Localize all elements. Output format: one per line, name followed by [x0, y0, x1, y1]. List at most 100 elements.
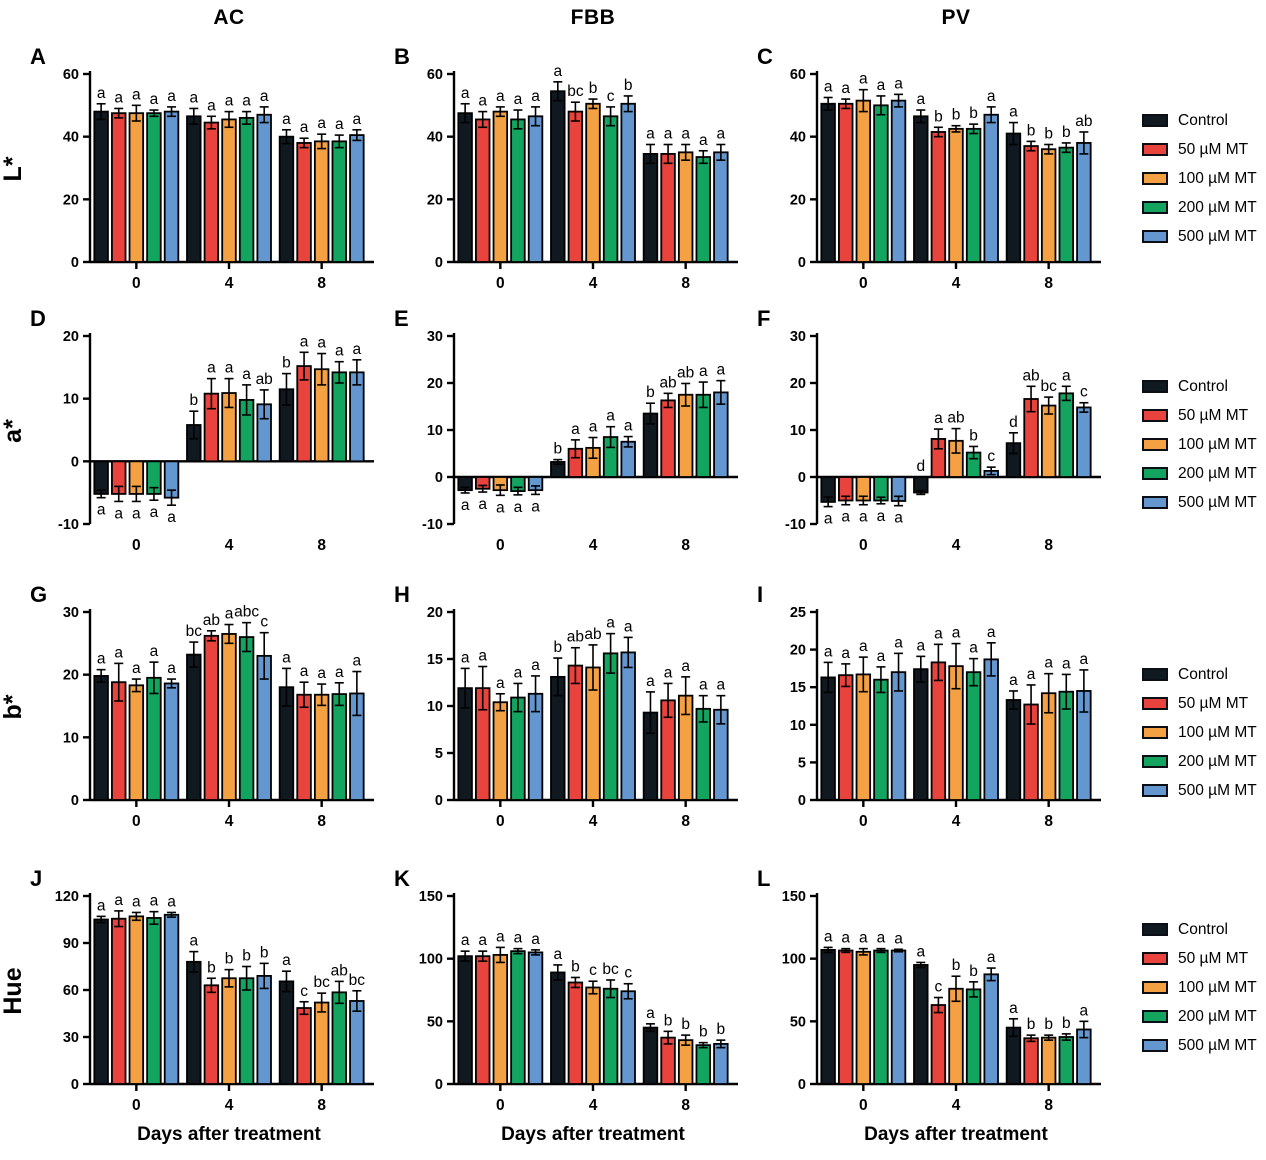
significance-letter: b [1044, 126, 1053, 143]
significance-letter: a [681, 126, 690, 143]
bar-500-µM-MT-day8 [1076, 142, 1092, 263]
bar-50-µM-MT-day4 [203, 984, 220, 1085]
significance-letter: a [859, 638, 868, 655]
legend-swatch-icon [1142, 755, 1168, 768]
legend-entry: 100 µM MT [1142, 430, 1264, 459]
significance-letter: a [353, 653, 362, 670]
x-tick-label: 8 [681, 813, 690, 830]
significance-letter: bc [349, 972, 366, 989]
significance-letter: bc [567, 83, 584, 100]
y-tick-label: 40 [63, 130, 79, 146]
significance-letter: b [624, 77, 633, 94]
bar-200-µM-MT-day4 [602, 987, 619, 1085]
bar-500-µM-MT-day0 [890, 949, 907, 1085]
bar-50-µM-MT-day0 [475, 955, 491, 1085]
significance-letter: ab [567, 629, 584, 646]
legend-swatch-icon [1142, 380, 1168, 393]
bar-50-µM-MT-day8 [296, 142, 312, 263]
significance-letter: a [300, 663, 309, 680]
bar-500-µM-MT-day0 [163, 913, 180, 1085]
bar-500-µM-MT-day4 [620, 651, 636, 801]
significance-letter: d [1009, 414, 1018, 431]
bar-100-µM-MT-day0 [128, 112, 145, 263]
bar-100-µM-MT-day4 [948, 127, 964, 263]
x-tick-label: 0 [859, 813, 868, 830]
significance-letter: a [353, 111, 362, 128]
y-tick-label: 0 [71, 793, 79, 809]
panel-letter: L [757, 866, 770, 891]
significance-letter: a [841, 930, 850, 947]
legend-entry: 50 µM MT [1142, 944, 1264, 973]
bar-100-µM-MT-day8 [677, 393, 694, 478]
legend-swatch-icon [1142, 409, 1168, 422]
significance-letter: a [225, 606, 234, 623]
y-tick-label: 30 [427, 329, 443, 345]
bar-Control-day0 [93, 460, 109, 495]
y-tick-label: 10 [427, 423, 443, 439]
x-tick-label: 4 [589, 813, 598, 830]
y-tick-label: 5 [435, 746, 443, 762]
bar-500-µM-MT-day8 [1076, 406, 1092, 478]
y-tick-label: 50 [427, 1014, 443, 1030]
row-label-hue: Hue [0, 967, 27, 1015]
bar-100-µM-MT-day0 [492, 701, 509, 801]
bar-Control-day0 [820, 102, 836, 263]
significance-letter: a [461, 85, 470, 102]
bar-Control-day8 [278, 135, 295, 263]
significance-letter: a [1027, 666, 1036, 683]
bar-50-µM-MT-day8 [660, 399, 676, 478]
significance-letter: b [1027, 122, 1036, 139]
significance-letter: a [167, 660, 176, 677]
significance-letter: b [681, 1016, 690, 1033]
significance-letter: a [167, 893, 176, 910]
panel-letter: G [30, 582, 47, 607]
significance-letter: a [859, 71, 868, 88]
bar-200-µM-MT-day4 [602, 652, 619, 801]
panel-J: J 0 30 60 90 120 0 a a a a a 4 a b b b b 8 a c bc ab bc [30, 866, 382, 1129]
bar-50-µM-MT-day8 [1023, 1037, 1039, 1085]
significance-letter: b [553, 639, 562, 656]
significance-letter: c [1080, 384, 1088, 401]
legend-entry: 500 µM MT [1142, 776, 1264, 805]
significance-letter: a [478, 932, 487, 949]
bar-100-µM-MT-day0 [128, 684, 145, 801]
significance-letter: a [1009, 672, 1018, 689]
x-tick-label: 8 [681, 275, 690, 292]
significance-letter: a [606, 408, 615, 425]
column-title-ac: AC [213, 6, 245, 29]
x-tick-label: 0 [132, 813, 141, 830]
significance-letter: b [189, 392, 198, 409]
significance-letter: a [987, 88, 996, 105]
x-tick-label: 0 [132, 275, 141, 292]
panel-I: I 0 5 10 15 20 25 0 a a a a a 4 a a a a a 8 a a a a a [757, 582, 1109, 845]
significance-letter: a [496, 675, 505, 692]
y-tick-label: 20 [63, 329, 79, 345]
bar-500-µM-MT-day4 [983, 973, 999, 1085]
bar-100-µM-MT-day0 [492, 110, 509, 263]
bar-500-µM-MT-day0 [163, 682, 180, 801]
significance-letter: a [496, 88, 505, 105]
legend-swatch-icon [1142, 1010, 1168, 1023]
y-tick-label: 20 [427, 376, 443, 392]
bar-50-µM-MT-day8 [296, 1007, 312, 1085]
y-tick-label: 100 [782, 952, 806, 968]
bar-200-µM-MT-day4 [238, 977, 255, 1085]
legend-entry: 100 µM MT [1142, 973, 1264, 1002]
significance-letter: c [935, 979, 943, 996]
bar-100-µM-MT-day8 [677, 151, 694, 263]
legend-entry: 500 µM MT [1142, 222, 1264, 251]
significance-letter: a [646, 673, 655, 690]
y-tick-label: 0 [71, 1077, 79, 1093]
panel-letter: E [394, 306, 409, 331]
x-tick-label: 8 [317, 275, 326, 292]
significance-letter: b [969, 427, 978, 444]
bar-200-µM-MT-day4 [238, 636, 255, 801]
significance-letter: a [531, 657, 540, 674]
bar-Control-day8 [278, 980, 295, 1085]
